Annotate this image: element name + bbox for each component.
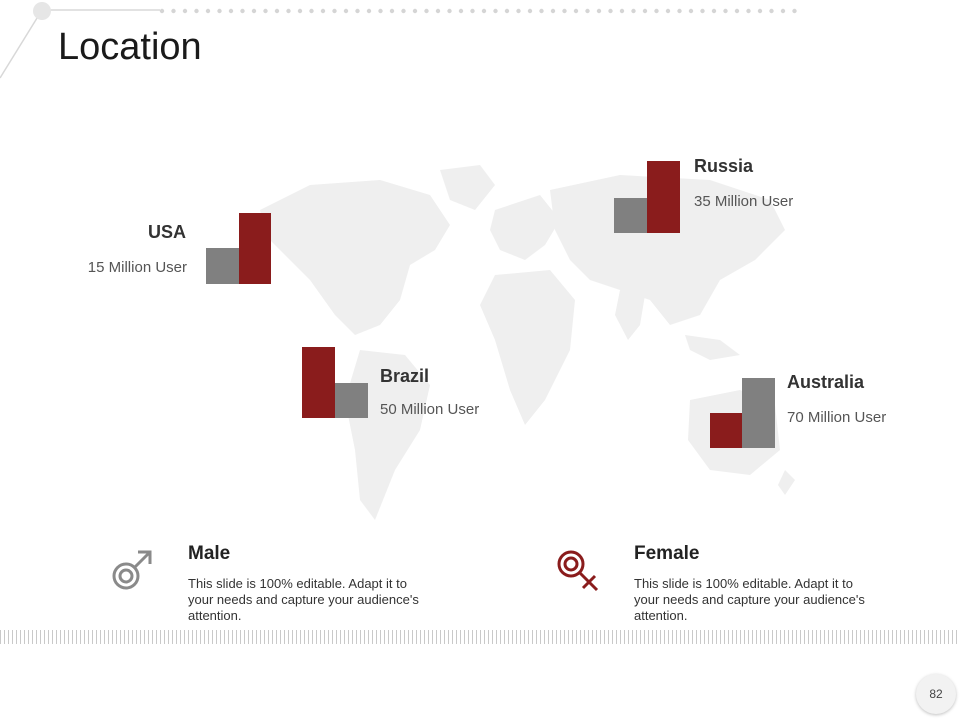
header-dot (240, 8, 245, 14)
header-dot (654, 8, 659, 14)
header-dot (320, 8, 326, 14)
header-dot (539, 8, 544, 14)
brazil-bar-gray (335, 383, 368, 418)
header-dot (332, 8, 337, 14)
country-users-russia: 35 Million User (694, 193, 794, 210)
header-dot (792, 8, 797, 14)
header-dot (734, 8, 740, 14)
female-description: This slide is 100% editable. Adapt it to… (634, 576, 865, 623)
header-dot (309, 8, 314, 14)
header-dot (700, 8, 705, 14)
brazil-bar-red (302, 347, 335, 418)
header-dot (688, 8, 694, 14)
header-dot (746, 8, 751, 14)
header-dot (251, 8, 257, 14)
country-users-australia: 70 Million User (787, 409, 887, 426)
russia-bar-red (647, 161, 680, 233)
header-dot (493, 8, 498, 14)
header-dot (481, 8, 487, 14)
page-title: Location (58, 26, 202, 68)
header-dot (677, 8, 682, 14)
header-dot (412, 8, 418, 14)
header-dot (711, 8, 717, 14)
header-dot (596, 8, 602, 14)
header-dot (378, 8, 383, 14)
header-dot (366, 8, 372, 14)
header-dot (447, 8, 452, 14)
header-decoration (0, 2, 797, 79)
header-dot (263, 8, 268, 14)
header-dot (619, 8, 625, 14)
header-dot (470, 8, 475, 14)
header-dot (424, 8, 429, 14)
header-dot (228, 8, 234, 14)
header-dot (343, 8, 349, 14)
russia-bar-gray (614, 198, 647, 233)
female-title: Female (634, 543, 700, 564)
female-symbol-icon (557, 550, 599, 592)
country-users-brazil: 50 Million User (380, 401, 480, 418)
country-name-usa: USA (147, 222, 186, 242)
header-dot (527, 8, 533, 14)
male-title: Male (188, 543, 231, 564)
header-dot (182, 8, 188, 14)
header-dot (642, 8, 648, 14)
country-name-russia: Russia (694, 156, 754, 176)
header-dot (159, 8, 165, 14)
header-dot (573, 8, 579, 14)
header-dot (458, 8, 464, 14)
header-dot (550, 8, 556, 14)
male-description: This slide is 100% editable. Adapt it to… (188, 576, 419, 623)
country-users-usa: 15 Million User (87, 259, 187, 276)
header-dot (665, 8, 671, 14)
header-dot (608, 8, 613, 14)
header-dot (723, 8, 728, 14)
header-dot (217, 8, 222, 14)
header-dot (631, 8, 636, 14)
australia-bar-red (710, 413, 742, 448)
header-dot (562, 8, 567, 14)
header-dot (205, 8, 211, 14)
header-dot (585, 8, 590, 14)
header-dot (757, 8, 763, 14)
country-name-brazil: Brazil (380, 366, 430, 386)
footer-divider (0, 630, 960, 644)
header-dot (389, 8, 395, 14)
header-dot (504, 8, 510, 14)
header-dot (194, 8, 199, 14)
header-dot (274, 8, 280, 14)
header-dot (435, 8, 441, 14)
header-dot (769, 8, 774, 14)
header-dot (297, 8, 303, 14)
page-number: 82 (916, 674, 956, 714)
header-dot (780, 8, 786, 14)
male-symbol-icon (112, 550, 152, 590)
australia-bar-gray (742, 378, 775, 448)
header-dot (171, 8, 176, 14)
country-name-australia: Australia (787, 372, 865, 392)
header-dot (355, 8, 360, 14)
usa-bar-gray (206, 248, 239, 284)
usa-bar-red (239, 213, 271, 284)
header-dot (401, 8, 406, 14)
header-dot (286, 8, 291, 14)
header-dot (516, 8, 521, 14)
